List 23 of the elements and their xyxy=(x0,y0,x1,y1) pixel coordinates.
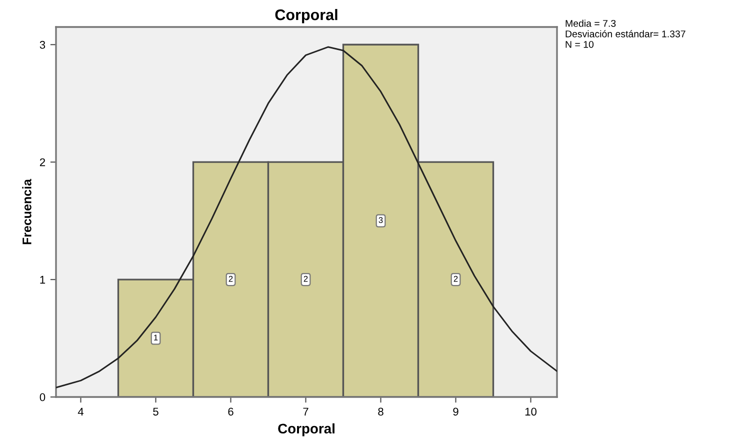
text: Media = 7.3 xyxy=(566,20,616,27)
data-label: 3 xyxy=(378,217,383,224)
x-tick-label: 5 xyxy=(153,408,158,416)
chart-title: Corporal xyxy=(275,8,338,24)
x-tick-label: 6 xyxy=(228,408,234,416)
data-label: 1 xyxy=(154,334,158,340)
data-label: 2 xyxy=(304,276,308,282)
data-label: 2 xyxy=(228,276,233,282)
x-tick-label: 9 xyxy=(453,408,458,416)
x-tick-label: 4 xyxy=(78,408,84,416)
x-tick-label: 7 xyxy=(303,408,308,416)
line-series xyxy=(56,46,557,388)
x-tick-label: 10 xyxy=(525,408,536,416)
y-tick-label: 0 xyxy=(40,393,46,402)
text: Desviación estándar= 1.337 xyxy=(566,30,686,38)
text: N = 10 xyxy=(566,40,594,48)
x-axis-title: Corporal xyxy=(278,423,334,436)
y-tick-label: 2 xyxy=(40,158,46,166)
x-tick-label: 8 xyxy=(378,408,384,416)
y-tick-label: 1 xyxy=(40,276,46,284)
data-label: 2 xyxy=(454,276,458,282)
y-tick-label: 3 xyxy=(40,40,46,49)
y-axis-title: Frecuencia xyxy=(22,178,32,244)
